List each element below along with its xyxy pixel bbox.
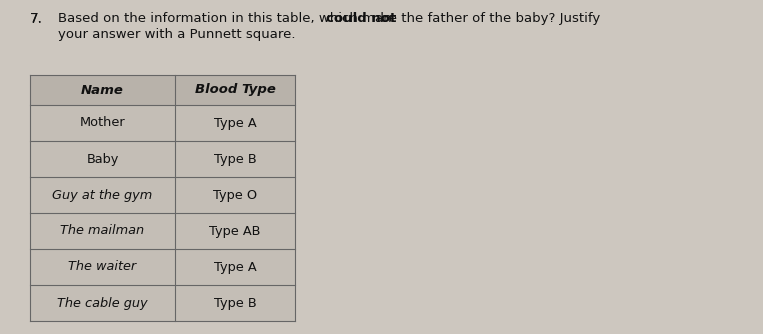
Bar [30, 177, 295, 213]
Text: Blood Type: Blood Type [195, 84, 275, 97]
Text: 7.: 7. [30, 12, 43, 25]
Text: The cable guy: The cable guy [57, 297, 148, 310]
Text: Name: Name [81, 84, 124, 97]
Text: Based on the information in this table, which man: Based on the information in this table, … [58, 12, 396, 25]
Text: Type AB: Type AB [209, 224, 261, 237]
Bar [30, 141, 295, 177]
Text: Baby: Baby [86, 153, 119, 166]
Bar [30, 213, 295, 249]
Text: Type O: Type O [213, 188, 257, 201]
Text: your answer with a Punnett square.: your answer with a Punnett square. [58, 28, 295, 41]
Bar [30, 249, 295, 285]
Bar [30, 105, 295, 141]
Text: Type A: Type A [214, 261, 256, 274]
Text: be the father of the baby? Justify: be the father of the baby? Justify [376, 12, 600, 25]
Text: Type B: Type B [214, 153, 256, 166]
Text: The waiter: The waiter [69, 261, 137, 274]
Bar [30, 75, 295, 105]
Text: Guy at the gym: Guy at the gym [53, 188, 153, 201]
Text: The mailman: The mailman [60, 224, 144, 237]
Text: could not: could not [326, 12, 396, 25]
Text: 7.: 7. [30, 12, 43, 26]
Text: Type A: Type A [214, 117, 256, 130]
Text: Mother: Mother [79, 117, 125, 130]
Text: Type B: Type B [214, 297, 256, 310]
Bar [30, 285, 295, 321]
